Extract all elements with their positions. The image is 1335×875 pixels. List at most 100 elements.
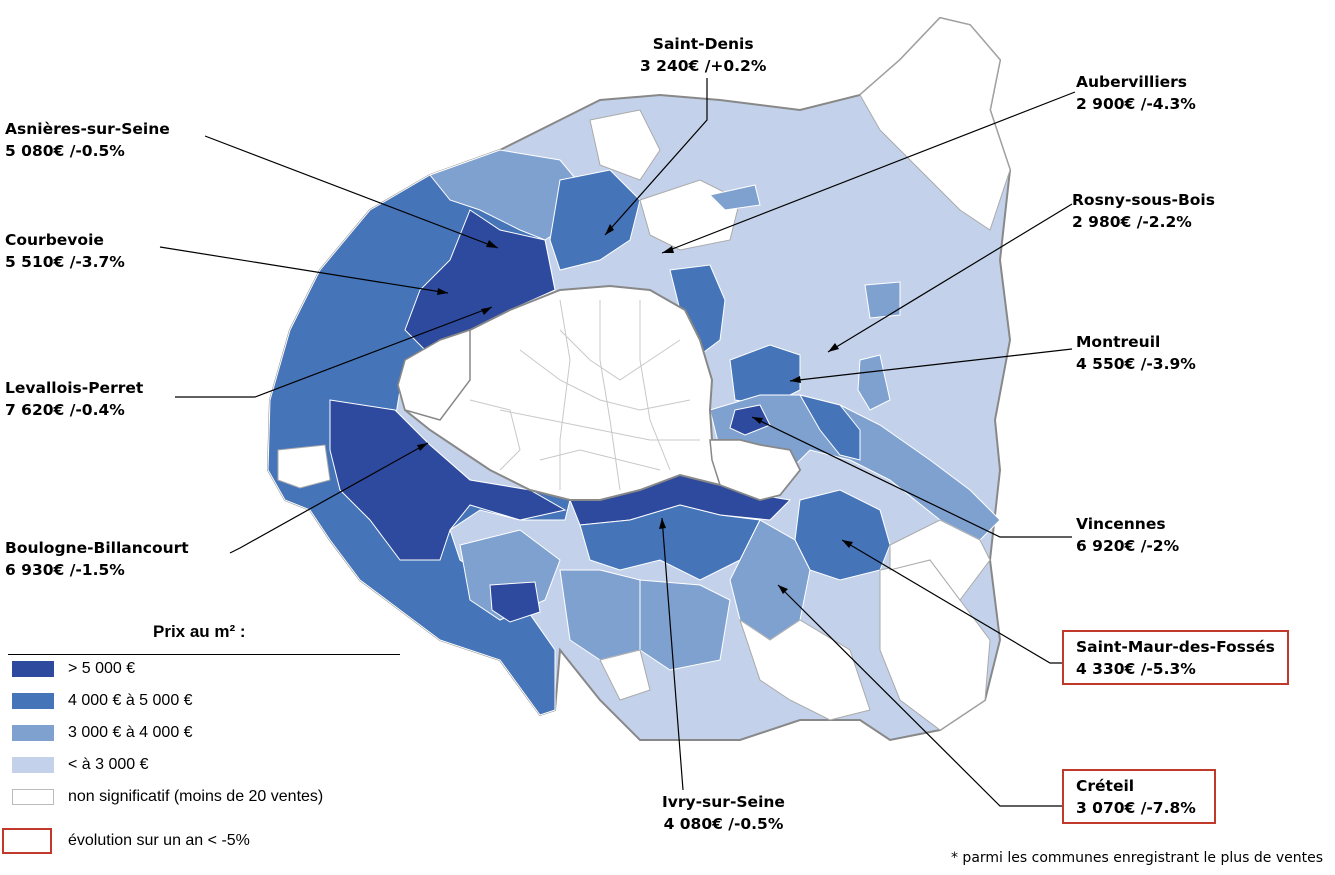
arrowhead-saint-denis: [605, 224, 614, 235]
leader-aubervilliers: [661, 91, 1076, 254]
label-ivry: Ivry-sur-Seine 4 080€ /-0.5%: [662, 791, 785, 835]
commune-value: 4 550€ /-3.9%: [1076, 355, 1196, 373]
north-east-white: [859, 17, 1011, 231]
commune-name: Vincennes: [1076, 515, 1166, 533]
commune-value: 5 510€ /-3.7%: [5, 253, 125, 271]
legend-label: > 5 000 €: [68, 660, 136, 677]
north-mid-light: [709, 184, 761, 211]
south-east-communes: [559, 394, 1001, 731]
commune-value: 6 920€ /-2%: [1076, 537, 1180, 555]
label-rosny: Rosny-sous-Bois 2 980€ /-2.2%: [1072, 189, 1215, 233]
commune-value: 3 240€ /+0.2%: [640, 57, 767, 75]
legend-label: 3 000 € à 4 000 €: [68, 724, 193, 741]
montreuil-area: [729, 344, 801, 406]
commune-value: 4 330€ /-5.3%: [1076, 660, 1196, 678]
arrondissement-lines: [469, 299, 700, 491]
commune-value: 3 070€ /-7.8%: [1076, 799, 1196, 817]
footnote: * parmi les communes enregistrant le plu…: [950, 850, 1323, 866]
leader-creteil: [777, 584, 1062, 807]
legend-title: Prix au m² :: [153, 622, 246, 641]
east-white: [889, 519, 991, 601]
commune-value: 7 620€ /-0.4%: [5, 401, 125, 419]
commune-name: Boulogne-Billancourt: [5, 539, 189, 557]
leader-boulogne: [229, 442, 429, 554]
legend-swatch: [12, 789, 54, 805]
arrowhead-aubervilliers: [662, 246, 674, 253]
commune-name: Saint-Denis: [652, 35, 754, 53]
legend-label: non significatif (moins de 20 ventes): [68, 788, 324, 805]
legend-swatch: [12, 693, 54, 709]
legend-swatch: [12, 725, 54, 741]
arrowhead-levallois: [481, 307, 492, 315]
legend-swatch: [12, 661, 54, 677]
leader-montreuil: [789, 348, 1073, 382]
legend-swatch-evolution: [2, 828, 52, 854]
commune-name: Ivry-sur-Seine: [662, 793, 785, 811]
small-dark-south: [489, 581, 541, 623]
south-middle-mid: [639, 579, 731, 671]
bois-de-vincennes-hole: [709, 439, 801, 501]
commune-value: 2 900€ /-4.3%: [1076, 95, 1196, 113]
commune-value: 4 080€ /-0.5%: [663, 815, 784, 833]
legend-label: 4 000 € à 5 000 €: [68, 692, 193, 709]
arrowhead-courbevoie: [437, 288, 448, 295]
leader-courbevoie: [159, 246, 449, 294]
east-north-communes: [549, 17, 1011, 411]
commune-name: Courbevoie: [5, 231, 104, 249]
commune-name: Aubervilliers: [1076, 73, 1188, 91]
bois-de-boulogne-hole: [397, 328, 471, 421]
arrowhead-montreuil: [790, 376, 801, 383]
label-saint-denis: Saint-Denis 3 240€ /+0.2%: [640, 33, 766, 77]
leader-ivry: [661, 517, 684, 791]
arrowhead-saint-maur: [842, 540, 853, 548]
east-small-mid: [864, 281, 901, 319]
arrowheads: [417, 224, 853, 594]
saint-denis-area: [549, 169, 641, 271]
east-mid-light: [857, 354, 891, 411]
arrowhead-boulogne: [417, 443, 428, 451]
leader-asnieres: [204, 135, 499, 249]
label-levallois: Levallois-Perret 7 620€ /-0.4%: [5, 377, 143, 421]
north-white-1: [589, 109, 661, 181]
legend-label: < à 3 000 €: [68, 756, 149, 773]
commune-name: Rosny-sous-Bois: [1072, 191, 1215, 209]
paris: [396, 284, 802, 502]
boulogne-area: [329, 399, 567, 561]
leader-saint-denis: [604, 78, 708, 236]
leader-saint-maur: [841, 539, 1062, 664]
leader-levallois: [175, 306, 493, 398]
arrowhead-ivry: [659, 518, 666, 529]
commune-name: Montreuil: [1076, 333, 1161, 351]
south-white-3: [599, 649, 651, 701]
arrowhead-creteil: [778, 585, 788, 594]
label-courbevoie: Courbevoie 5 510€ /-3.7%: [5, 229, 125, 273]
label-aubervilliers: Aubervilliers 2 900€ /-4.3%: [1076, 71, 1196, 115]
label-vincennes: Vincennes 6 920€ /-2%: [1076, 513, 1179, 557]
label-montreuil: Montreuil 4 550€ /-3.9%: [1076, 331, 1196, 375]
west-communes: [267, 149, 586, 716]
arrowhead-asnieres: [486, 240, 498, 248]
commune-value: 5 080€ /-0.5%: [5, 142, 125, 160]
commune-name: Asnières-sur-Seine: [5, 120, 170, 138]
white-pocket-west: [277, 444, 331, 489]
arrowhead-rosny: [828, 343, 839, 352]
commune-value: 2 980€ /-2.2%: [1072, 213, 1192, 231]
legend-swatch: [12, 757, 54, 773]
commune-name: Créteil: [1076, 777, 1135, 795]
label-asnieres: Asnières-sur-Seine 5 080€ /-0.5%: [5, 118, 170, 162]
legend-label: évolution sur un an < -5%: [68, 832, 250, 849]
commune-name: Levallois-Perret: [5, 379, 144, 397]
vincennes-dark: [729, 404, 771, 436]
east-dark-band: [798, 394, 861, 461]
legend-divider: [8, 654, 400, 655]
label-boulogne: Boulogne-Billancourt 6 930€ /-1.5%: [5, 537, 189, 581]
commune-value: 6 930€ /-1.5%: [5, 561, 125, 579]
arrowhead-vincennes: [752, 417, 763, 424]
label-saint-maur: Saint-Maur-des-Fossés 4 330€ /-5.3%: [1062, 630, 1289, 685]
leader-lines: [159, 78, 1076, 807]
label-creteil: Créteil 3 070€ /-7.8%: [1062, 769, 1216, 824]
leader-rosny: [827, 203, 1073, 353]
commune-name: Saint-Maur-des-Fossés: [1076, 638, 1275, 656]
leader-vincennes: [751, 416, 1072, 538]
